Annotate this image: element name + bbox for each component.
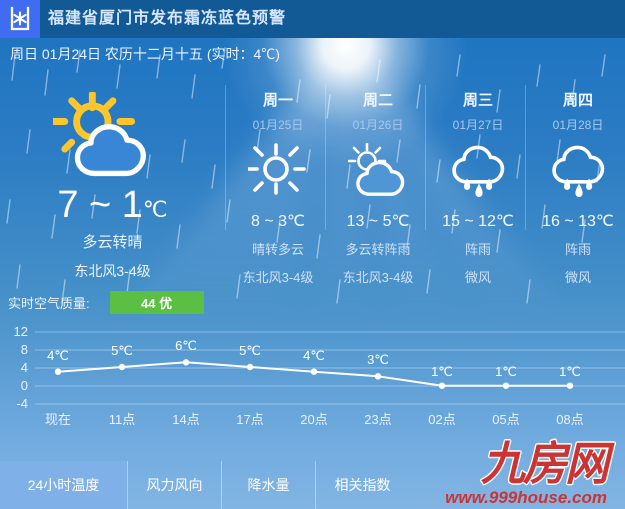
svg-text:11点: 11点 — [109, 412, 136, 427]
svg-text:3℃: 3℃ — [367, 352, 389, 367]
svg-text:20点: 20点 — [300, 412, 327, 427]
svg-text:23点: 23点 — [364, 412, 391, 427]
svg-text:08点: 08点 — [556, 412, 583, 427]
svg-text:1℃: 1℃ — [431, 364, 453, 379]
svg-text:05点: 05点 — [492, 412, 519, 427]
svg-text:17点: 17点 — [236, 412, 263, 427]
svg-text:4℃: 4℃ — [47, 348, 69, 363]
svg-text:12: 12 — [14, 324, 28, 339]
svg-text:现在: 现在 — [45, 412, 71, 427]
svg-text:5℃: 5℃ — [111, 343, 133, 358]
svg-text:5℃: 5℃ — [239, 343, 261, 358]
svg-text:4: 4 — [21, 360, 28, 375]
svg-text:1℃: 1℃ — [495, 364, 517, 379]
svg-text:0: 0 — [21, 378, 28, 393]
svg-text:8: 8 — [21, 342, 28, 357]
svg-text:14点: 14点 — [172, 412, 199, 427]
svg-text:02点: 02点 — [428, 412, 455, 427]
svg-text:6℃: 6℃ — [175, 338, 197, 353]
svg-text:4℃: 4℃ — [303, 348, 325, 363]
svg-text:1℃: 1℃ — [559, 364, 581, 379]
svg-text:-4: -4 — [16, 396, 28, 411]
